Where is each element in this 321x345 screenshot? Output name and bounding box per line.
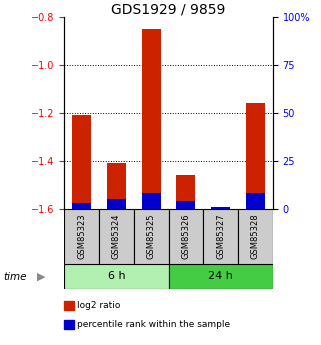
Bar	[72, 203, 91, 209]
Bar	[211, 208, 230, 209]
Bar	[203, 209, 238, 264]
Bar	[142, 194, 161, 209]
Bar	[176, 201, 195, 209]
Bar	[142, 29, 161, 209]
Text: GSM85326: GSM85326	[181, 214, 190, 259]
Title: GDS1929 / 9859: GDS1929 / 9859	[111, 2, 226, 16]
Text: 24 h: 24 h	[208, 272, 233, 281]
Bar	[64, 209, 99, 264]
Text: log2 ratio: log2 ratio	[77, 301, 120, 310]
Bar	[64, 264, 169, 289]
Text: GSM85327: GSM85327	[216, 214, 225, 259]
Bar	[169, 264, 273, 289]
Text: GSM85323: GSM85323	[77, 214, 86, 259]
Bar	[134, 209, 169, 264]
Text: GSM85328: GSM85328	[251, 214, 260, 259]
Text: GSM85324: GSM85324	[112, 214, 121, 259]
Bar	[107, 163, 126, 209]
Bar	[169, 209, 203, 264]
Bar	[246, 194, 265, 209]
Text: 6 h: 6 h	[108, 272, 125, 281]
Text: percentile rank within the sample: percentile rank within the sample	[77, 320, 230, 329]
Text: ▶: ▶	[37, 272, 45, 282]
Bar	[211, 207, 230, 209]
Text: GSM85325: GSM85325	[147, 214, 156, 259]
Bar	[176, 175, 195, 209]
Bar	[246, 104, 265, 209]
Bar	[238, 209, 273, 264]
Bar	[107, 199, 126, 209]
Text: time: time	[3, 272, 27, 282]
Bar	[72, 115, 91, 209]
Bar	[99, 209, 134, 264]
